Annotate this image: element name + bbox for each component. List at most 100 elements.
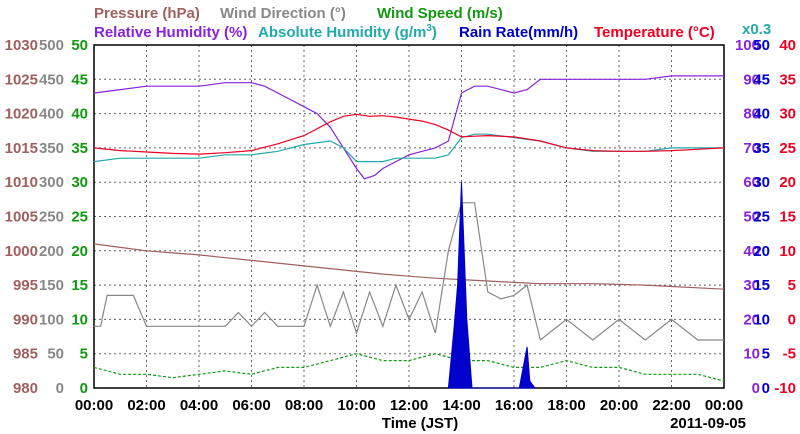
y-tick-humidity: 70 — [743, 140, 760, 157]
y-tick-humidity: 60 — [743, 174, 760, 191]
y-tick-wind-dir: 450 — [39, 71, 64, 88]
legend-temperature: Temperature (°C) — [594, 24, 715, 41]
y-tick-wind-speed: 50 — [71, 37, 88, 54]
y-tick-wind-speed: 30 — [71, 174, 88, 191]
x-tick-label: 18:00 — [547, 397, 585, 414]
y-tick-pressure: 995 — [13, 277, 38, 294]
x-tick-label: 22:00 — [652, 397, 690, 414]
y-tick-wind-dir: 300 — [39, 174, 64, 191]
y-tick-temperature: 30 — [779, 106, 796, 123]
series-relative-humidity — [93, 75, 724, 180]
y-tick-humidity: 40 — [743, 243, 760, 260]
x-axis-ticks: 00:00 02:00 04:00 06:00 08:00 10:00 12:00 14:00… — [75, 397, 743, 414]
y-tick-pressure: 1015 — [5, 140, 38, 157]
y-tick-rain: 10 — [753, 311, 770, 328]
x-tick-label: 04:00 — [180, 397, 218, 414]
legend-pressure: Pressure (hPa) — [94, 5, 200, 22]
y-tick-temperature: 10 — [779, 243, 796, 260]
x-tick-label: 00:00 — [75, 397, 113, 414]
y-tick-wind-dir: 150 — [39, 277, 64, 294]
series-rain-rate-mm-h — [447, 182, 537, 389]
y-tick-wind-dir: 0 — [56, 380, 64, 397]
x-tick-label: 12:00 — [390, 397, 428, 414]
y-tick-rain: 50 — [753, 37, 770, 54]
y-tick-humidity: 10 — [743, 346, 760, 363]
y-tick-rain: 30 — [753, 174, 770, 191]
plot-grid — [94, 45, 724, 388]
y-tick-pressure: 990 — [13, 311, 38, 328]
x-axis-label: Time (JST) — [382, 415, 458, 432]
y-tick-wind-speed: 15 — [71, 277, 88, 294]
y-tick-temperature: 40 — [779, 37, 796, 54]
series-wind-speed-m-s — [93, 353, 725, 382]
legend-absolute-humidity: Absolute Humidity (g/m3) — [258, 23, 437, 41]
y-tick-wind-dir: 400 — [39, 106, 64, 123]
y-tick-pressure: 985 — [13, 346, 38, 363]
y-tick-humidity: 30 — [743, 277, 760, 294]
y-tick-humidity: 50 — [743, 209, 760, 226]
y-tick-pressure: 1010 — [5, 174, 38, 191]
y-tick-temperature: -5 — [783, 346, 796, 363]
y-tick-temperature: -10 — [774, 380, 796, 397]
series-pressure-hpa — [93, 243, 725, 290]
y-tick-humidity: 0 — [752, 380, 760, 397]
y-tick-wind-dir: 100 — [39, 311, 64, 328]
y-tick-temperature: 5 — [788, 277, 796, 294]
x-tick-label: 20:00 — [600, 397, 638, 414]
y-tick-wind-dir: 500 — [39, 37, 64, 54]
y-tick-temperature: 25 — [779, 140, 796, 157]
y-tick-wind-dir: 200 — [39, 243, 64, 260]
y-tick-rain: 35 — [753, 140, 770, 157]
legend-multiplier: x0.3 — [742, 21, 771, 38]
y-tick-pressure: 1025 — [5, 71, 38, 88]
legend-wind-direction: Wind Direction (°) — [220, 5, 346, 22]
series-absolute-humidity-g-m3 — [93, 133, 724, 163]
y-tick-temperature: 35 — [779, 71, 796, 88]
y-tick-wind-dir: 250 — [39, 209, 64, 226]
x-tick-label: 10:00 — [337, 397, 375, 414]
y-tick-wind-dir: 350 — [39, 140, 64, 157]
y-tick-rain: 25 — [753, 209, 770, 226]
y-tick-wind-speed: 40 — [71, 106, 88, 123]
y-tick-pressure: 980 — [13, 380, 38, 397]
y-tick-pressure: 1005 — [5, 209, 38, 226]
x-tick-label: 06:00 — [232, 397, 270, 414]
legend-relative-humidity: Relative Humidity (%) — [94, 24, 247, 41]
y-tick-wind-speed: 35 — [71, 140, 88, 157]
y-tick-rain: 45 — [753, 71, 770, 88]
x-tick-label: 00:00 — [705, 397, 743, 414]
x-tick-label: 02:00 — [127, 397, 165, 414]
y-tick-wind-speed: 25 — [71, 209, 88, 226]
legend-rain-rate: Rain Rate(mm/h) — [459, 24, 578, 41]
x-tick-label: 16:00 — [495, 397, 533, 414]
series-layer — [93, 75, 725, 389]
y-tick-pressure: 1000 — [5, 243, 38, 260]
y-tick-rain: 40 — [753, 106, 770, 123]
y-tick-temperature: 15 — [779, 209, 796, 226]
y-tick-wind-speed: 0 — [80, 380, 88, 397]
y-tick-rain: 15 — [753, 277, 770, 294]
y-tick-humidity: 20 — [743, 311, 760, 328]
y-tick-humidity: 100 — [735, 37, 760, 54]
plot-frame — [93, 44, 725, 389]
y-tick-humidity: 90 — [743, 71, 760, 88]
y-tick-rain: 20 — [753, 243, 770, 260]
y-tick-humidity: 80 — [743, 106, 760, 123]
legend-absolute-humidity-label: Absolute Humidity (g/m — [258, 24, 426, 41]
legend-absolute-humidity-tail: ) — [432, 24, 437, 41]
y-axis-ticks: 1030102510201015101010051000995990985980… — [5, 37, 796, 397]
y-tick-rain: 5 — [762, 346, 770, 363]
date-label: 2011-09-05 — [670, 415, 746, 432]
y-tick-wind-speed: 5 — [80, 346, 88, 363]
series-wind-direction — [94, 202, 724, 342]
y-tick-pressure: 1030 — [5, 37, 38, 54]
y-tick-pressure: 1020 — [5, 106, 38, 123]
legend-absolute-humidity-sup: 3 — [426, 23, 432, 34]
y-tick-wind-speed: 45 — [71, 71, 88, 88]
series-temperature-c — [93, 113, 725, 155]
x-tick-label: 08:00 — [285, 397, 323, 414]
y-tick-wind-speed: 10 — [71, 311, 88, 328]
y-tick-temperature: 0 — [788, 311, 796, 328]
y-tick-wind-dir: 50 — [47, 346, 64, 363]
